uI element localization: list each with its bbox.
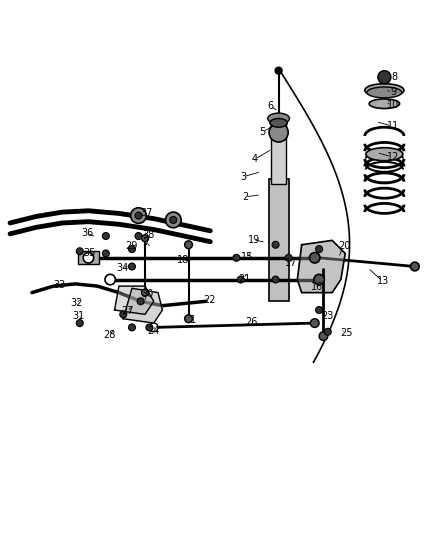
Text: 28: 28 — [103, 330, 116, 340]
Text: 6: 6 — [267, 101, 273, 111]
Ellipse shape — [369, 99, 399, 109]
Circle shape — [319, 332, 328, 341]
Circle shape — [324, 328, 331, 335]
Circle shape — [237, 276, 244, 283]
Circle shape — [146, 324, 153, 331]
Bar — [271, 118, 286, 184]
Text: 3: 3 — [240, 172, 246, 182]
Circle shape — [316, 306, 322, 313]
Circle shape — [185, 315, 192, 322]
Circle shape — [410, 262, 419, 271]
Text: 13: 13 — [378, 276, 390, 286]
Ellipse shape — [366, 148, 403, 161]
Text: 4: 4 — [251, 155, 258, 165]
Circle shape — [141, 235, 148, 241]
Text: 9: 9 — [390, 86, 396, 96]
Text: 37: 37 — [140, 208, 152, 219]
Text: 26: 26 — [245, 317, 258, 327]
Circle shape — [128, 263, 135, 270]
Ellipse shape — [365, 84, 404, 97]
Text: 20: 20 — [338, 241, 350, 251]
Text: 2: 2 — [242, 192, 248, 202]
Ellipse shape — [268, 113, 290, 124]
Circle shape — [131, 208, 146, 223]
Polygon shape — [123, 288, 162, 323]
Bar — [269, 180, 289, 301]
Text: 25: 25 — [340, 328, 353, 338]
Text: 18: 18 — [177, 255, 190, 264]
Text: 17: 17 — [285, 259, 297, 269]
Circle shape — [269, 123, 288, 142]
Text: 29: 29 — [125, 241, 137, 251]
Text: 27: 27 — [121, 306, 134, 316]
Circle shape — [120, 311, 127, 318]
Circle shape — [135, 212, 142, 219]
Text: 31: 31 — [73, 311, 85, 321]
Circle shape — [135, 232, 142, 239]
Text: 5: 5 — [259, 126, 266, 136]
Text: 30: 30 — [141, 289, 153, 299]
Circle shape — [233, 254, 240, 261]
Ellipse shape — [270, 118, 287, 127]
Circle shape — [310, 253, 320, 263]
Text: 10: 10 — [387, 100, 399, 110]
Text: 23: 23 — [321, 311, 334, 321]
Text: 21: 21 — [238, 273, 251, 284]
Circle shape — [128, 324, 135, 331]
Text: 15: 15 — [241, 252, 254, 262]
Text: 22: 22 — [203, 295, 215, 305]
Circle shape — [311, 319, 319, 327]
Text: 11: 11 — [387, 121, 399, 131]
Circle shape — [275, 67, 282, 74]
Text: 16: 16 — [311, 282, 324, 293]
Circle shape — [314, 274, 324, 285]
Circle shape — [76, 320, 83, 327]
Text: 35: 35 — [84, 247, 96, 257]
Circle shape — [378, 71, 391, 84]
Circle shape — [128, 246, 135, 253]
Circle shape — [102, 250, 110, 257]
Circle shape — [185, 241, 192, 249]
Circle shape — [141, 289, 148, 296]
Circle shape — [316, 246, 322, 253]
Polygon shape — [297, 240, 345, 293]
Text: 8: 8 — [391, 72, 397, 82]
Text: 1: 1 — [190, 314, 196, 325]
Circle shape — [102, 232, 110, 239]
Text: 34: 34 — [116, 263, 128, 273]
Bar — [78, 251, 99, 264]
Text: 12: 12 — [387, 152, 399, 162]
Circle shape — [285, 254, 292, 261]
Text: 19: 19 — [248, 235, 260, 245]
Ellipse shape — [367, 87, 402, 98]
Text: 36: 36 — [81, 228, 94, 238]
Text: 38: 38 — [142, 230, 155, 240]
Polygon shape — [115, 286, 154, 314]
Circle shape — [105, 274, 116, 285]
Circle shape — [272, 241, 279, 248]
Text: 33: 33 — [53, 280, 65, 290]
Text: 24: 24 — [148, 326, 160, 336]
Circle shape — [83, 253, 94, 263]
Circle shape — [272, 276, 279, 283]
Text: 32: 32 — [70, 297, 82, 308]
Circle shape — [170, 216, 177, 223]
Circle shape — [76, 248, 83, 255]
Circle shape — [137, 298, 144, 305]
Circle shape — [149, 323, 158, 332]
Circle shape — [166, 212, 181, 228]
Text: 7: 7 — [143, 237, 149, 247]
